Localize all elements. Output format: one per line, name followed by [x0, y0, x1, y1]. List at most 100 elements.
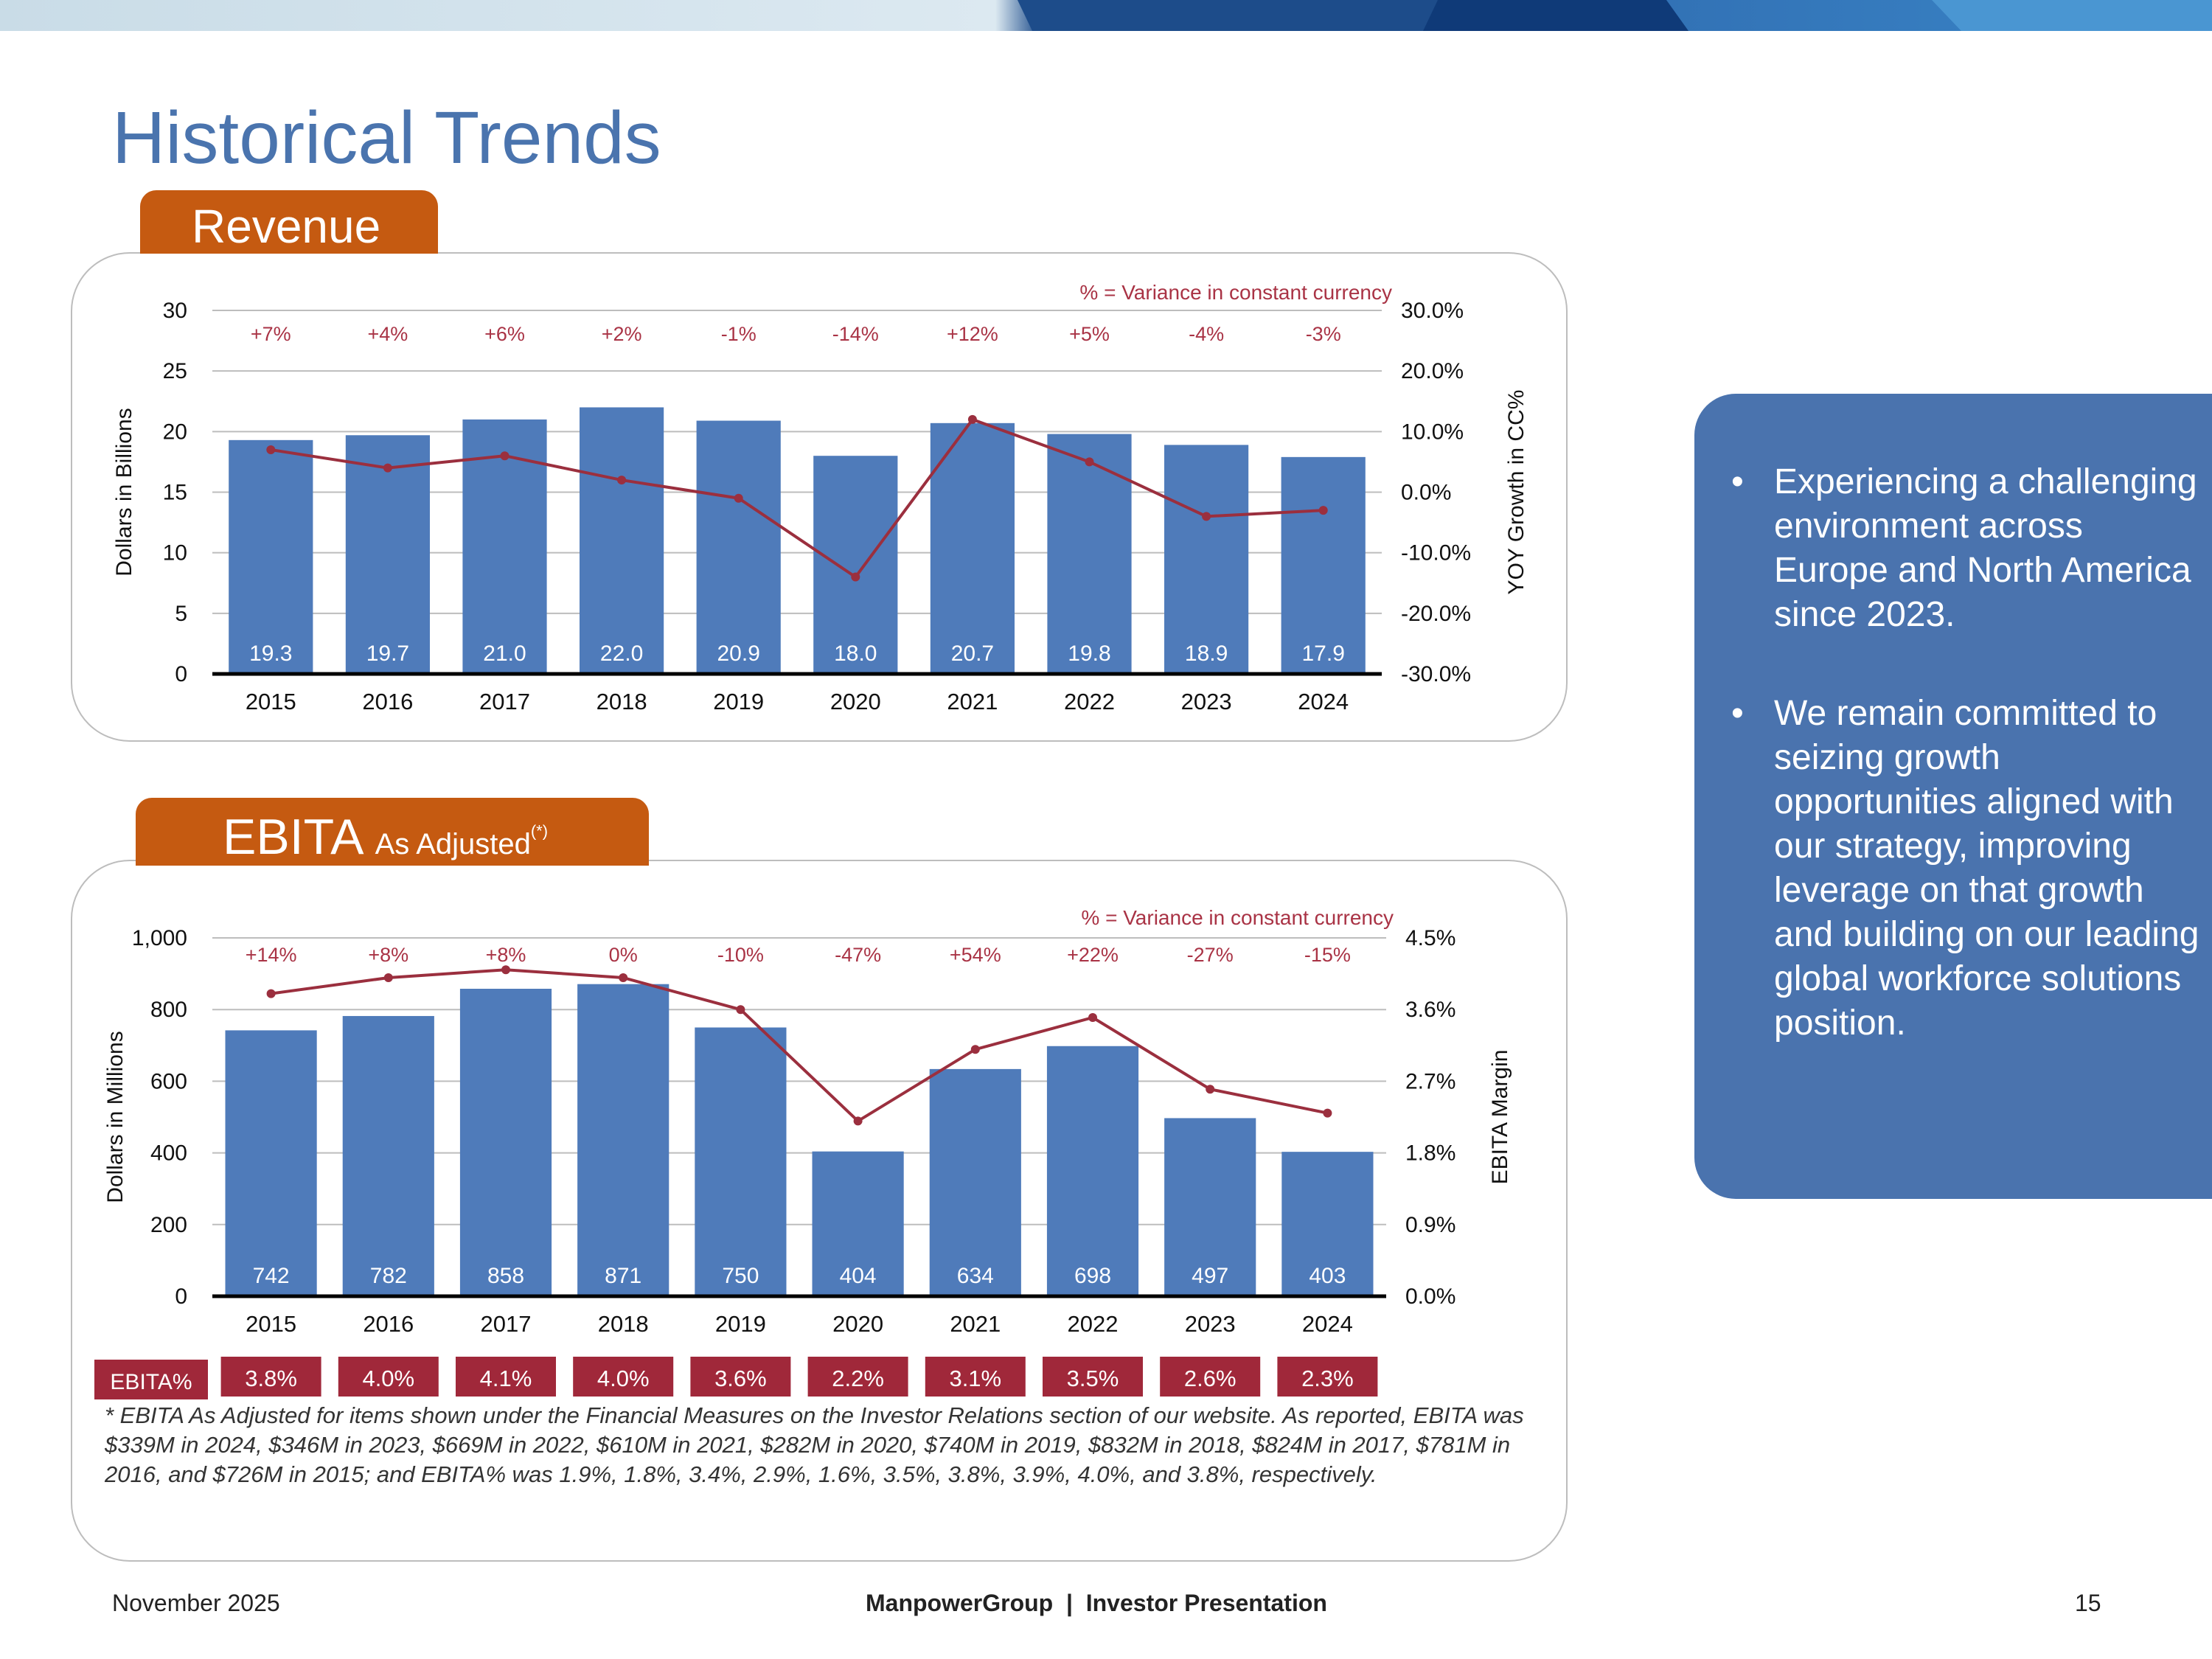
bar-value-label: 18.9: [1185, 641, 1228, 666]
bullet-icon: •: [1731, 694, 1744, 733]
sidebar-bullet-text: Experiencing a challenging environment a…: [1774, 462, 2197, 634]
variance-label: +5%: [1069, 323, 1110, 345]
page-number: 15: [2075, 1590, 2101, 1616]
y-tick-label: 20: [163, 420, 187, 444]
variance-label: +8%: [368, 944, 408, 966]
y-tick-label: 30: [163, 299, 187, 323]
variance-label: -10%: [717, 944, 764, 966]
variance-label: -1%: [721, 323, 757, 345]
margin-badge: [807, 1357, 908, 1397]
y-tick-label: 1,000: [132, 926, 187, 950]
line-point-2015: [266, 445, 276, 454]
bar-revenue-2015: [229, 439, 313, 674]
y2-tick-label: 20.0%: [1401, 359, 1464, 383]
variance-label: +54%: [950, 944, 1001, 966]
bar-revenue-2016: [345, 435, 430, 674]
bar-ebita-2019: [695, 1027, 787, 1296]
bar-value-label: 19.3: [249, 641, 292, 666]
y2-tick-label: 0.0%: [1401, 481, 1451, 505]
sidebar-bullet: • We remain committed to seizing growth o…: [1731, 692, 2203, 1046]
bar-revenue-2020: [813, 456, 898, 674]
y2-tick-label: -10.0%: [1401, 541, 1471, 566]
margin-badge-label: 2.3%: [1301, 1366, 1354, 1391]
bar-ebita-2023: [1164, 1118, 1256, 1296]
x-tick-label: 2021: [950, 1311, 1001, 1337]
top-banner: [0, 0, 2212, 31]
bar-value-label: 19.8: [1068, 641, 1110, 666]
x-tick-label: 2019: [713, 689, 764, 714]
bar-revenue-2019: [696, 420, 781, 674]
variance-label: +4%: [368, 323, 408, 345]
variance-label: +6%: [484, 323, 525, 345]
footer-presentation-title: ManpowerGroup | Investor Presentation: [866, 1590, 1327, 1616]
y-axis-title: Dollars in Millions: [103, 1031, 128, 1203]
line-revenue-trend: [270, 417, 1324, 580]
y2-tick-label: 1.8%: [1405, 1141, 1455, 1166]
margin-badge: [220, 1357, 321, 1397]
sidebar-bullet-list: • Experiencing a challenging environment …: [1731, 460, 2203, 1100]
bar-value-label: 871: [605, 1264, 641, 1288]
bar-ebita-2016: [342, 1015, 434, 1296]
line-point-2020: [853, 1116, 863, 1126]
bar-ebita-2018: [577, 984, 669, 1296]
ebita-tab-label-main: EBITA: [223, 809, 361, 865]
margin-row-label-badge: [94, 1360, 208, 1399]
variance-label: +7%: [251, 323, 291, 345]
bar-value-label: 18.0: [834, 641, 877, 666]
line-point-2019: [736, 1005, 745, 1015]
y-tick-label: 200: [150, 1213, 187, 1237]
margin-badge: [338, 1357, 439, 1397]
bar-value-label: 742: [253, 1264, 290, 1288]
variance-label: 0%: [609, 944, 638, 966]
x-tick-label: 2021: [947, 689, 998, 714]
margin-badge: [690, 1357, 791, 1397]
y2-tick-label: 4.5%: [1405, 926, 1455, 950]
variance-label: -15%: [1304, 944, 1351, 966]
bar-value-label: 403: [1309, 1264, 1346, 1288]
line-point-2018: [619, 973, 628, 982]
margin-badge: [925, 1357, 1026, 1397]
margin-badge-label: 3.6%: [714, 1366, 767, 1391]
bar-value-label: 20.9: [717, 641, 760, 666]
revenue-tab: Revenue: [140, 190, 438, 254]
line-point-2017: [500, 451, 509, 461]
margin-row-label: EBITA%: [110, 1370, 192, 1394]
margin-badge-label: 4.1%: [480, 1366, 532, 1391]
line-point-2022: [1085, 457, 1094, 467]
bullet-icon: •: [1731, 462, 1744, 501]
x-tick-label: 2024: [1302, 1311, 1353, 1337]
x-tick-label: 2020: [830, 689, 881, 714]
variance-note: % = Variance in constant currency: [1081, 906, 1394, 929]
variance-label: -27%: [1187, 944, 1234, 966]
line-point-2023: [1206, 1085, 1215, 1094]
x-tick-label: 2022: [1064, 689, 1115, 714]
y2-tick-label: 2.7%: [1405, 1069, 1455, 1093]
bar-ebita-2017: [459, 989, 552, 1296]
margin-badge-label: 2.2%: [832, 1366, 884, 1391]
ebita-tab: EBITA As Adjusted(*): [136, 798, 649, 866]
x-tick-label: 2017: [481, 1311, 532, 1337]
line-point-2016: [383, 973, 393, 982]
x-tick-label: 2020: [832, 1311, 883, 1337]
y-tick-label: 400: [150, 1141, 187, 1166]
line-point-2018: [617, 476, 627, 485]
y2-tick-label: -30.0%: [1401, 662, 1471, 686]
line-point-2024: [1318, 506, 1328, 515]
ebita-tab-label-sup: (*): [530, 821, 549, 841]
bar-ebita-2015: [225, 1030, 317, 1296]
bar-value-label: 20.7: [951, 641, 994, 666]
margin-badge: [573, 1357, 674, 1397]
x-tick-label: 2022: [1068, 1311, 1119, 1337]
line-point-2023: [1202, 512, 1211, 521]
y-tick-label: 600: [150, 1069, 187, 1093]
variance-label: -14%: [832, 323, 879, 345]
bar-value-label: 698: [1074, 1264, 1111, 1288]
bar-value-label: 750: [722, 1264, 759, 1288]
bar-value-label: 22.0: [600, 641, 643, 666]
x-tick-label: 2015: [246, 1311, 296, 1337]
bar-value-label: 634: [957, 1264, 994, 1288]
x-tick-label: 2016: [363, 1311, 414, 1337]
line-point-2015: [266, 989, 276, 998]
bar-ebita-2020: [812, 1151, 904, 1296]
bar-revenue-2024: [1281, 456, 1366, 674]
